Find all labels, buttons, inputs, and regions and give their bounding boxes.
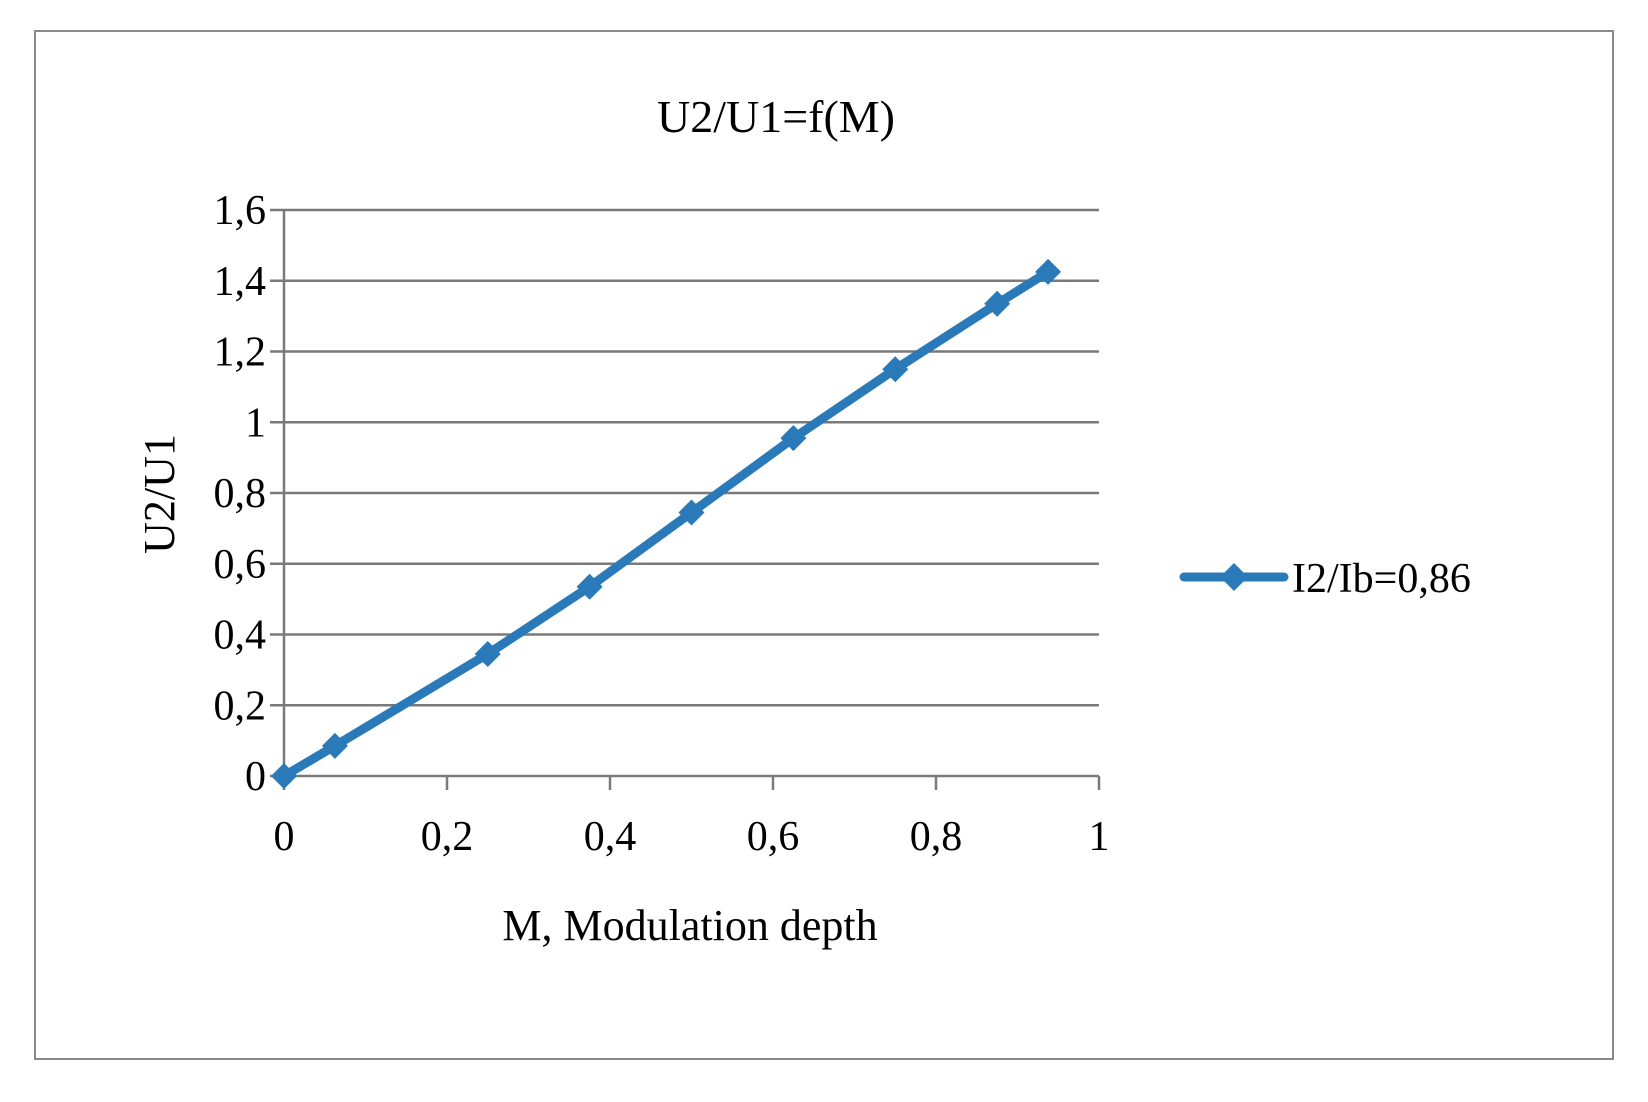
- y-tick-label: 1,4: [214, 259, 267, 305]
- x-tick-label: 0,8: [910, 814, 963, 860]
- x-tick-label: 0,6: [747, 814, 800, 860]
- axes: [270, 210, 1101, 790]
- data-point-marker: [882, 356, 909, 383]
- data-point-marker: [474, 640, 501, 667]
- data-point-marker: [984, 290, 1011, 317]
- y-axis-ticks: 0 0,2 0,4 0,6 0,8 1 1,2 1,4 1,6: [214, 188, 267, 800]
- data-point-marker: [1035, 258, 1062, 285]
- legend: I2/Ib=0,86: [1179, 556, 1471, 602]
- x-axis-label: M, Modulation depth: [502, 901, 877, 950]
- chart-frame: U2/U1=f(M) 0 0,2 0,4 0,6 0,8 1 1,2 1,4 1,6 0 0,2 0…: [34, 30, 1614, 1060]
- legend-marker: [1220, 563, 1248, 591]
- x-tick-label: 0: [274, 814, 295, 860]
- y-tick-label: 0,6: [214, 542, 267, 588]
- chart-title: U2/U1=f(M): [657, 91, 895, 142]
- data-point-marker: [576, 573, 603, 600]
- x-tick-label: 0,2: [421, 814, 474, 860]
- y-tick-label: 0,4: [214, 613, 267, 659]
- data-point-marker: [321, 732, 348, 759]
- series-line: [279, 267, 1053, 781]
- line-chart: U2/U1=f(M) 00,20,40,60,811,21,41,6 0 0,2 0…: [135, 91, 1471, 950]
- y-tick-label: 0,2: [214, 683, 267, 729]
- series-group: [271, 258, 1062, 789]
- data-point-marker: [678, 499, 705, 526]
- x-axis-ticks: 0 0,2 0,4 0,6 0,8 1: [274, 814, 1110, 860]
- legend-label: I2/Ib=0,86: [1292, 556, 1471, 602]
- y-tick-label: 1,2: [214, 330, 267, 376]
- y-tick-label: 1,6: [214, 188, 267, 234]
- data-point-marker: [780, 425, 807, 452]
- y-tick-label: 1: [245, 400, 266, 446]
- x-tick-label: 1: [1089, 814, 1110, 860]
- y-tick-label: 0,8: [214, 471, 267, 517]
- y-axis-label: U2/U1: [135, 434, 184, 554]
- y-tick-label: 0: [245, 754, 266, 800]
- grid-lines: [270, 208, 1099, 707]
- data-point-marker: [271, 763, 297, 789]
- x-tick-label: 0,4: [584, 814, 637, 860]
